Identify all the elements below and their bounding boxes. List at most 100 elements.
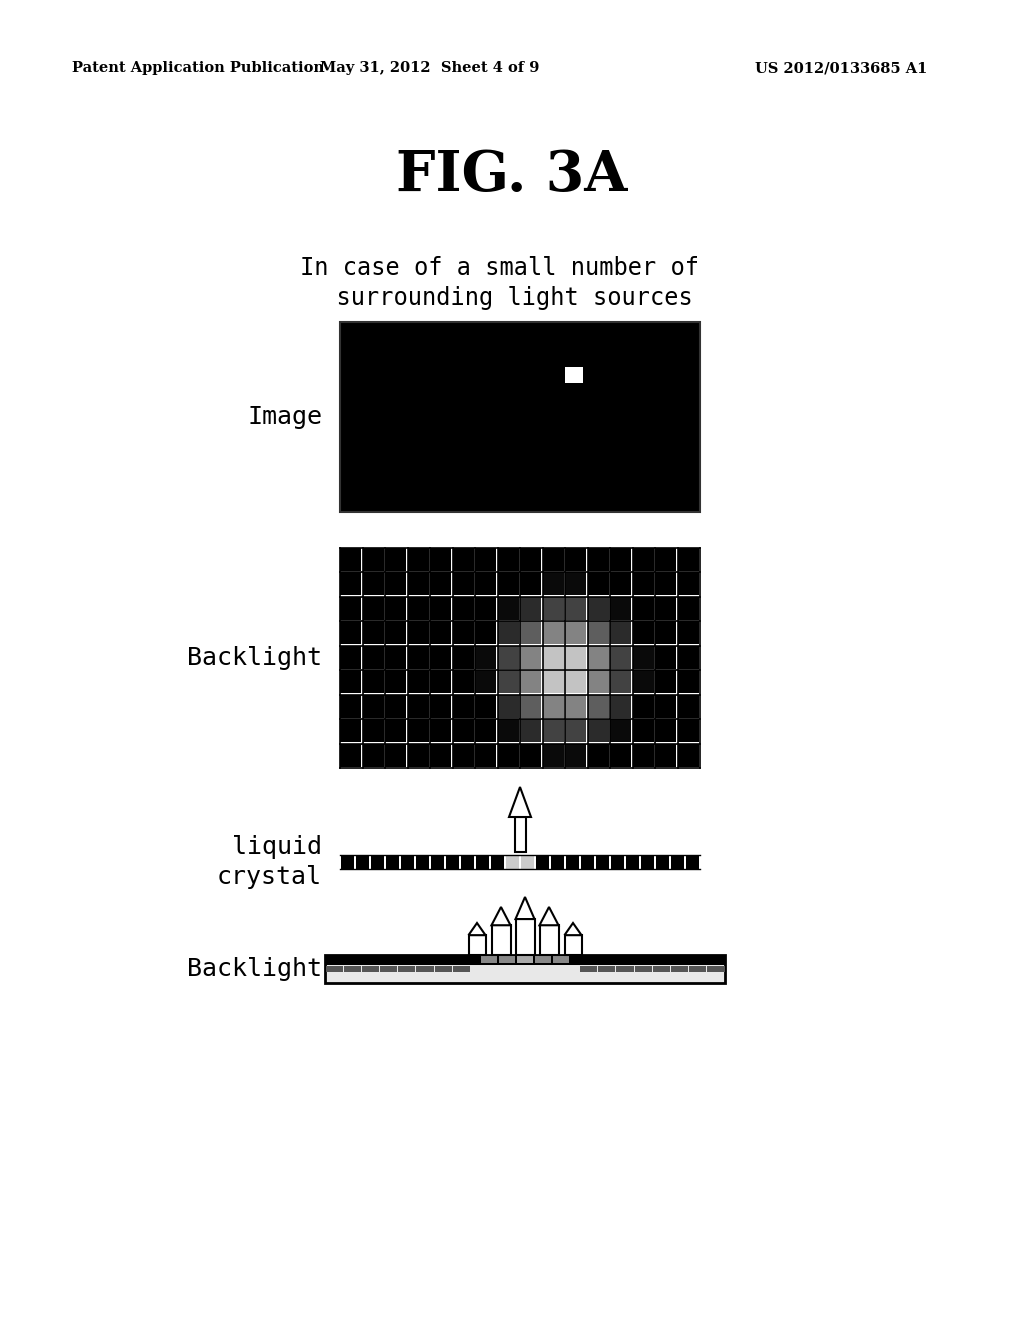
- Bar: [475, 743, 496, 767]
- Bar: [588, 573, 608, 595]
- Bar: [340, 719, 361, 742]
- Bar: [520, 645, 541, 669]
- Bar: [610, 548, 631, 572]
- Bar: [340, 645, 361, 669]
- Polygon shape: [540, 907, 558, 925]
- Bar: [655, 671, 676, 693]
- Bar: [588, 622, 608, 644]
- Bar: [341, 855, 354, 869]
- Bar: [543, 645, 563, 669]
- Bar: [635, 966, 651, 972]
- Bar: [325, 954, 725, 983]
- Bar: [565, 597, 586, 620]
- Bar: [417, 966, 433, 972]
- Bar: [708, 966, 725, 972]
- Bar: [453, 548, 473, 572]
- Bar: [475, 573, 496, 595]
- Bar: [689, 966, 707, 972]
- Bar: [475, 597, 496, 620]
- Bar: [610, 573, 631, 595]
- Bar: [655, 597, 676, 620]
- Bar: [475, 719, 496, 742]
- Bar: [565, 573, 586, 595]
- Bar: [430, 719, 451, 742]
- Bar: [626, 855, 639, 869]
- Bar: [361, 966, 379, 972]
- Bar: [588, 719, 608, 742]
- Bar: [565, 622, 586, 644]
- Bar: [551, 855, 564, 869]
- Bar: [596, 855, 609, 869]
- Bar: [453, 573, 473, 595]
- Bar: [362, 548, 384, 572]
- Bar: [553, 956, 569, 964]
- Bar: [610, 622, 631, 644]
- Bar: [633, 694, 653, 718]
- Bar: [476, 855, 489, 869]
- Bar: [543, 671, 563, 693]
- Bar: [408, 694, 428, 718]
- Bar: [598, 966, 615, 972]
- Bar: [514, 817, 525, 851]
- Bar: [453, 671, 473, 693]
- Text: liquid
crystal: liquid crystal: [217, 834, 322, 890]
- Bar: [430, 573, 451, 595]
- Bar: [655, 622, 676, 644]
- Bar: [588, 743, 608, 767]
- Bar: [326, 966, 343, 972]
- Bar: [362, 645, 384, 669]
- Bar: [492, 925, 511, 954]
- Bar: [641, 855, 654, 869]
- Bar: [398, 966, 416, 972]
- Bar: [610, 719, 631, 742]
- Bar: [678, 645, 698, 669]
- Text: surrounding light sources: surrounding light sources: [307, 286, 692, 310]
- Bar: [633, 548, 653, 572]
- Bar: [678, 573, 698, 595]
- Bar: [498, 573, 518, 595]
- Bar: [385, 671, 406, 693]
- Bar: [498, 645, 518, 669]
- Bar: [655, 548, 676, 572]
- Bar: [652, 966, 670, 972]
- Bar: [520, 743, 541, 767]
- Bar: [565, 694, 586, 718]
- Bar: [362, 719, 384, 742]
- Bar: [386, 855, 399, 869]
- Bar: [581, 855, 594, 869]
- Bar: [431, 855, 444, 869]
- Bar: [610, 645, 631, 669]
- Bar: [416, 855, 429, 869]
- Bar: [610, 597, 631, 620]
- Bar: [633, 743, 653, 767]
- Bar: [408, 719, 428, 742]
- Bar: [655, 719, 676, 742]
- Text: Patent Application Publication: Patent Application Publication: [72, 61, 324, 75]
- Bar: [515, 919, 535, 954]
- Bar: [430, 694, 451, 718]
- Bar: [633, 622, 653, 644]
- Bar: [475, 645, 496, 669]
- Bar: [521, 855, 534, 869]
- Bar: [385, 573, 406, 595]
- Bar: [344, 966, 360, 972]
- Bar: [564, 935, 582, 954]
- Bar: [633, 645, 653, 669]
- Bar: [385, 597, 406, 620]
- Bar: [385, 719, 406, 742]
- Bar: [362, 743, 384, 767]
- Bar: [565, 548, 586, 572]
- Bar: [408, 622, 428, 644]
- Bar: [633, 671, 653, 693]
- Bar: [453, 743, 473, 767]
- Bar: [453, 622, 473, 644]
- Bar: [380, 966, 397, 972]
- Bar: [430, 597, 451, 620]
- Bar: [408, 597, 428, 620]
- Bar: [543, 694, 563, 718]
- Bar: [371, 855, 384, 869]
- Text: Backlight: Backlight: [187, 645, 322, 671]
- Bar: [655, 573, 676, 595]
- Bar: [430, 548, 451, 572]
- Bar: [671, 966, 688, 972]
